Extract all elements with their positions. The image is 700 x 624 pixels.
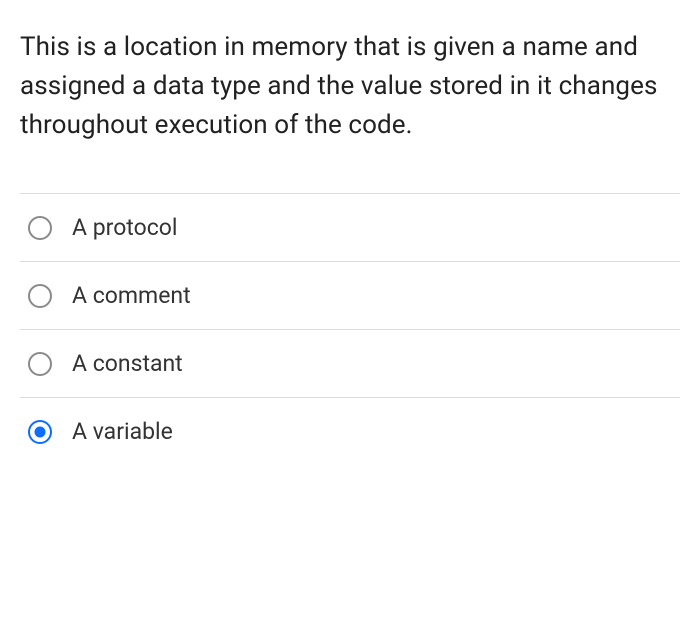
option-row[interactable]: A comment — [20, 262, 680, 330]
option-row[interactable]: A constant — [20, 330, 680, 398]
option-row[interactable]: A variable — [20, 398, 680, 465]
question-text: This is a location in memory that is giv… — [20, 28, 680, 145]
option-label: A comment — [72, 282, 191, 309]
option-label: A protocol — [72, 214, 177, 241]
radio-icon[interactable] — [28, 216, 52, 240]
radio-icon[interactable] — [28, 420, 52, 444]
option-row[interactable]: A protocol — [20, 194, 680, 262]
option-label: A variable — [72, 418, 173, 445]
option-label: A constant — [72, 350, 183, 377]
options-list: A protocol A comment A constant A variab… — [20, 193, 680, 465]
radio-icon[interactable] — [28, 352, 52, 376]
radio-icon[interactable] — [28, 284, 52, 308]
